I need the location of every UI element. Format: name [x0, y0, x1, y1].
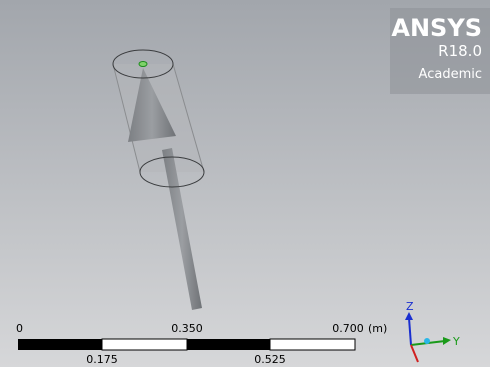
- scale-label: 0.525: [254, 353, 286, 366]
- logo-edition: Academic: [419, 67, 482, 82]
- viewport: ANSYS R18.0 Academic 0 0.350 0.700 (m) 0…: [0, 0, 490, 367]
- source-point: [139, 62, 147, 67]
- axis-label: Y: [452, 335, 460, 348]
- scale-label: 0: [16, 322, 23, 335]
- scale-segment: [270, 339, 355, 350]
- scale-segment: [18, 339, 102, 350]
- scale-label: 0.175: [86, 353, 118, 366]
- logo-brand: ANSYS: [391, 14, 482, 42]
- scale-segment: [187, 339, 270, 350]
- triad-center: [424, 338, 430, 344]
- scale-label: 0.350: [171, 322, 203, 335]
- axis-label: Z: [406, 300, 414, 313]
- logo-version: R18.0: [438, 42, 482, 60]
- page: ANSYS R18.0 Academic 0 0.350 0.700 (m) 0…: [0, 0, 490, 367]
- scale-unit: (m): [368, 322, 387, 335]
- scale-segment: [102, 339, 187, 350]
- scale-label: 0.700: [332, 322, 364, 335]
